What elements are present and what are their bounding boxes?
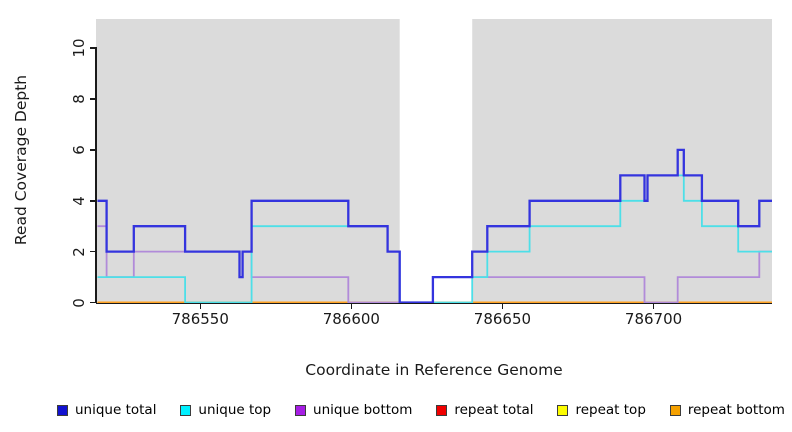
legend-label-unique-bottom: unique bottom (313, 402, 413, 418)
y-tick-label: 4 (70, 196, 88, 206)
y-tick-label: 0 (70, 297, 88, 308)
y-tick-mark (89, 98, 96, 100)
y-tick-mark (89, 149, 96, 151)
x-tick-mark (501, 303, 504, 309)
y-tick-label: 2 (70, 246, 88, 257)
x-tick-label: 786700 (624, 310, 683, 328)
legend-item-unique-total: unique total (57, 402, 156, 418)
legend-swatch-repeat-total (436, 404, 448, 416)
x-tick-mark (652, 303, 655, 309)
y-tick-mark (89, 301, 96, 304)
series-line-unique-bottom (97, 225, 772, 303)
series-line-unique-total (97, 148, 772, 303)
y-tick-label: 6 (70, 145, 88, 155)
x-tick-label: 786550 (171, 310, 229, 328)
legend-label-repeat-top: repeat top (575, 402, 646, 418)
legend-swatch-repeat-bottom (669, 404, 681, 416)
mask-region (399, 19, 473, 303)
legend-swatch-repeat-top (557, 404, 569, 416)
legend-item-repeat-total: repeat total (436, 402, 534, 418)
x-tick-label: 786600 (322, 310, 380, 328)
y-tick-mark (89, 47, 96, 49)
y-axis-title: Read Coverage Depth (12, 74, 30, 246)
legend-item-unique-bottom: unique bottom (295, 402, 412, 418)
y-tick-label: 8 (70, 94, 88, 104)
legend-swatch-unique-total (57, 404, 68, 416)
y-tick-mark (89, 200, 96, 202)
y-tick-label: 10 (70, 38, 88, 58)
x-tick-mark (199, 303, 201, 309)
plot-panel (96, 19, 772, 303)
legend-label-repeat-total: repeat total (454, 402, 534, 418)
legend-item-repeat-top: repeat top (557, 402, 646, 418)
legend-swatch-unique-top (180, 404, 192, 416)
x-axis-title: Coordinate in Reference Genome (305, 361, 563, 379)
legend-label-repeat-bottom: repeat bottom (687, 402, 785, 418)
x-tick-mark (350, 303, 353, 309)
legend-item-unique-top: unique top (180, 402, 271, 418)
x-tick-label: 786650 (473, 310, 532, 328)
series-line-unique-top (97, 174, 772, 303)
legend-label-unique-total: unique total (75, 402, 157, 418)
legend-swatch-unique-bottom (295, 404, 307, 416)
y-axis-line (95, 47, 97, 303)
legend-item-repeat-bottom: repeat bottom (669, 402, 785, 418)
legend: unique total unique top unique bottom repea… (57, 399, 785, 421)
x-axis-line (96, 302, 772, 304)
legend-label-unique-top: unique top (198, 402, 272, 418)
coverage-chart-canvas (97, 19, 772, 303)
y-tick-mark (89, 250, 96, 253)
